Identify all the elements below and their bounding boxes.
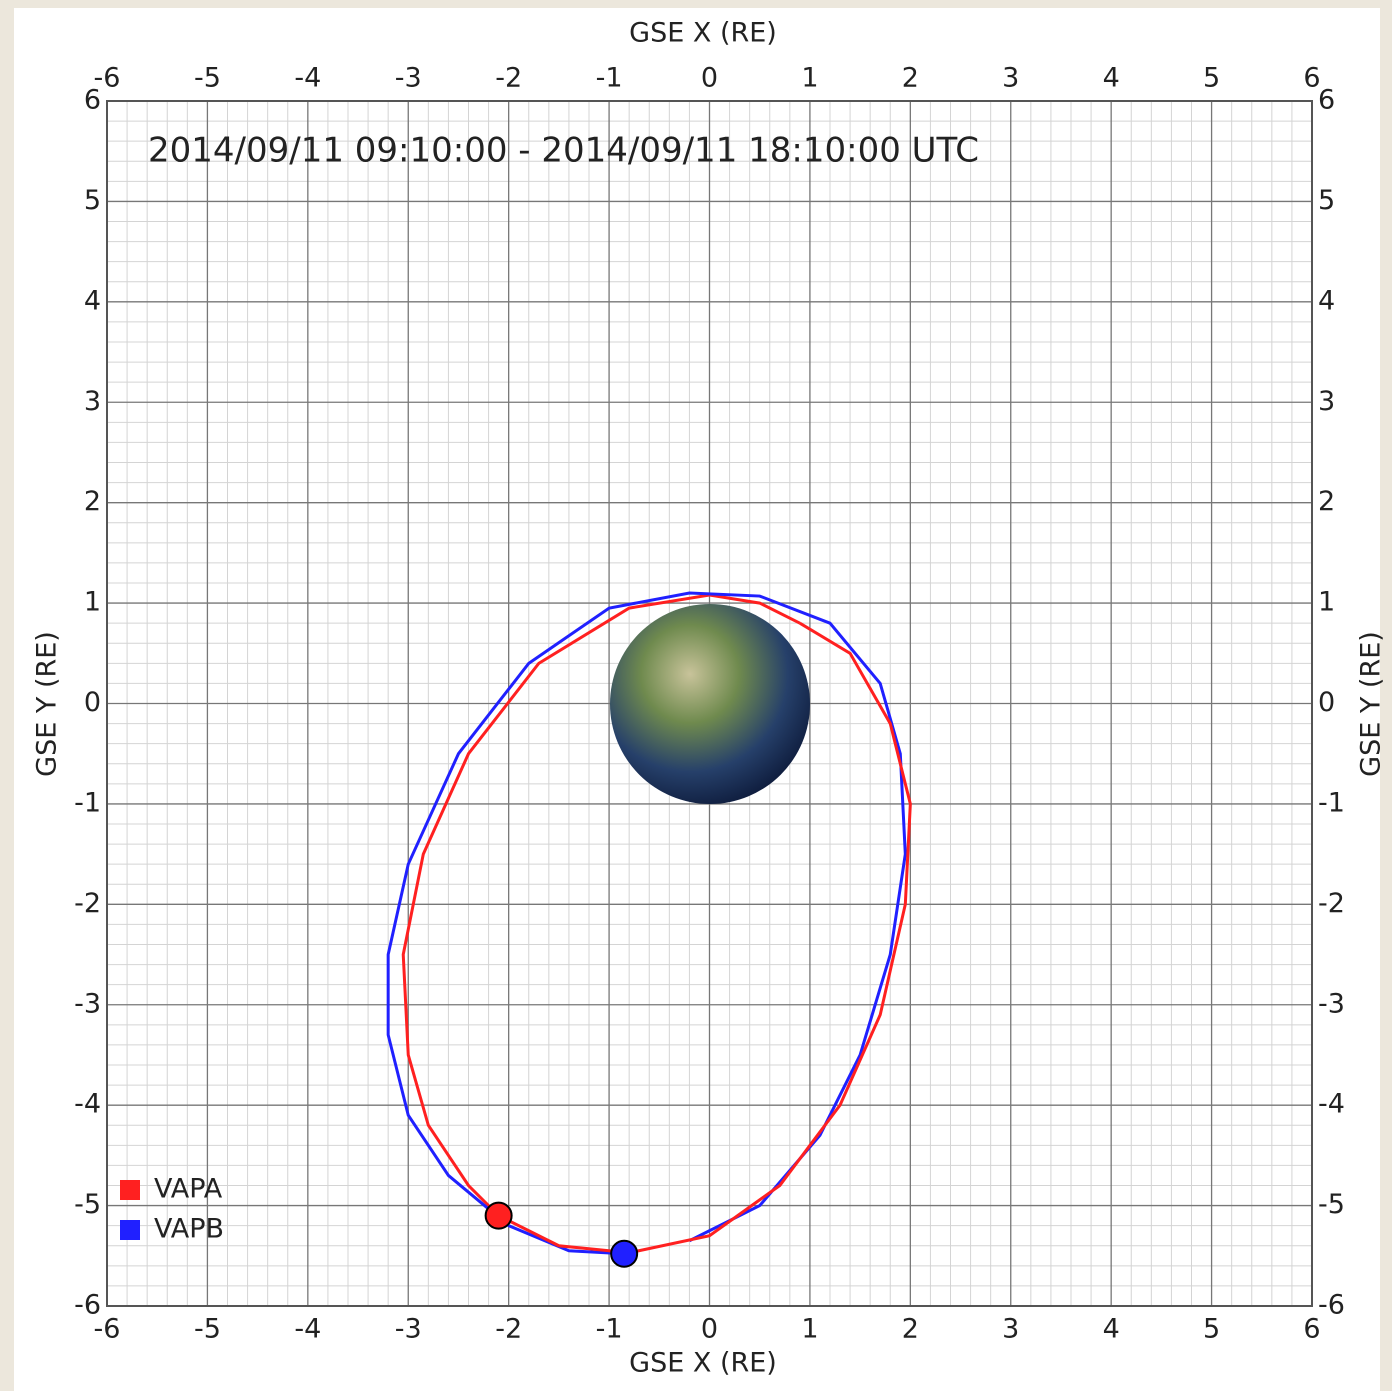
y-tick-label-right: 4	[1318, 285, 1335, 316]
legend-label: VAPB	[154, 1214, 224, 1245]
x-tick-label-top: 6	[1303, 63, 1320, 94]
y-tick-label: 0	[84, 687, 101, 718]
x-tick-label-top: -3	[395, 63, 422, 94]
x-tick-label: -6	[94, 1314, 121, 1345]
x-axis-label: GSE X (RE)	[629, 1348, 777, 1379]
plot-frame	[106, 100, 1313, 1307]
y-tick-label-right: -6	[1318, 1290, 1345, 1321]
x-tick-label-top: -2	[495, 63, 522, 94]
x-tick-label-top: -1	[596, 63, 623, 94]
y-tick-label: -2	[74, 888, 101, 919]
orbit-line	[386, 591, 907, 1256]
x-tick-label: -1	[596, 1314, 623, 1345]
y-tick-label-right: 0	[1318, 687, 1335, 718]
chart-title: 2014/09/11 09:10:00 - 2014/09/11 18:10:0…	[148, 131, 979, 171]
x-tick-label: -4	[294, 1314, 321, 1345]
orbit-line	[401, 593, 801, 1217]
legend-label: VAPA	[154, 1174, 223, 1205]
x-tick-label-top: 5	[1203, 63, 1220, 94]
x-tick-label: 0	[701, 1314, 718, 1345]
x-tick-label: 2	[902, 1314, 919, 1345]
x-tick-label: -3	[395, 1314, 422, 1345]
legend-swatch	[120, 1180, 140, 1200]
y-tick-label-right: -4	[1318, 1089, 1345, 1120]
y-tick-label: -5	[74, 1189, 101, 1220]
y-tick-label: 1	[84, 587, 101, 618]
x-tick-label-top: -5	[194, 63, 221, 94]
y-tick-label: -6	[74, 1290, 101, 1321]
x-tick-label-top: 3	[1002, 63, 1019, 94]
x-tick-label-top: -6	[94, 63, 121, 94]
y-tick-label-right: 3	[1318, 386, 1335, 417]
x-axis-label-top: GSE X (RE)	[629, 18, 777, 49]
x-tick-label: -5	[194, 1314, 221, 1345]
x-tick-label: 1	[801, 1314, 818, 1345]
x-tick-label-top: 0	[701, 63, 718, 94]
x-tick-label-top: 2	[902, 63, 919, 94]
earth	[610, 604, 810, 804]
y-tick-label-right: -5	[1318, 1189, 1345, 1220]
y-tick-label: 3	[84, 386, 101, 417]
y-tick-label: 4	[84, 285, 101, 316]
y-axis-label: GSE Y (RE)	[32, 631, 63, 777]
x-tick-label: 3	[1002, 1314, 1019, 1345]
y-tick-label-right: -3	[1318, 988, 1345, 1019]
y-tick-label-right: -1	[1318, 787, 1345, 818]
position-dot	[610, 1239, 639, 1268]
y-tick-label-right: -2	[1318, 888, 1345, 919]
x-tick-label-top: -4	[294, 63, 321, 94]
x-tick-label: -2	[495, 1314, 522, 1345]
y-tick-label: -3	[74, 988, 101, 1019]
x-tick-label: 5	[1203, 1314, 1220, 1345]
y-tick-label: -4	[74, 1089, 101, 1120]
y-tick-label: 2	[84, 486, 101, 517]
y-tick-label-right: 2	[1318, 486, 1335, 517]
y-tick-label-right: 5	[1318, 185, 1335, 216]
x-tick-label-top: 4	[1103, 63, 1120, 94]
x-tick-label: 4	[1103, 1314, 1120, 1345]
y-tick-label: 5	[84, 185, 101, 216]
x-tick-label-top: 1	[801, 63, 818, 94]
legend-swatch	[120, 1220, 140, 1240]
position-dot	[484, 1201, 513, 1230]
y-tick-label: -1	[74, 787, 101, 818]
y-tick-label-right: 1	[1318, 587, 1335, 618]
x-tick-label: 6	[1303, 1314, 1320, 1345]
y-axis-label-right: GSE Y (RE)	[1356, 631, 1387, 777]
y-tick-label-right: 6	[1318, 85, 1335, 116]
y-tick-label: 6	[84, 85, 101, 116]
